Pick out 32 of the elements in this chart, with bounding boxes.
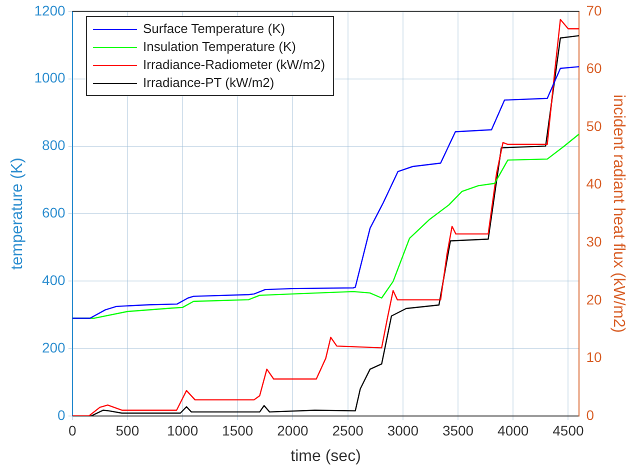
y2-tick-label: 10 bbox=[586, 349, 602, 366]
y-tick-label: 400 bbox=[42, 272, 66, 288]
x-tick-label: 3000 bbox=[387, 422, 419, 438]
x-axis-title: time (sec) bbox=[290, 448, 361, 465]
x-tick-label: 1000 bbox=[166, 422, 198, 438]
y2-tick-label: 0 bbox=[586, 406, 594, 423]
y-tick-label: 600 bbox=[42, 204, 66, 221]
x-tick-label: 4500 bbox=[552, 422, 584, 438]
x-tick-label: 2500 bbox=[332, 422, 364, 438]
y-tick-label: 0 bbox=[58, 406, 66, 423]
x-tick-label: 2000 bbox=[277, 422, 309, 438]
y2-tick-label: 50 bbox=[586, 118, 602, 134]
legend-label: Irradiance-Radiometer (kW/m2) bbox=[143, 56, 326, 74]
y-tick-label: 200 bbox=[42, 339, 66, 356]
y-tick-label: 800 bbox=[42, 137, 66, 154]
y2-axis-title: incident radiant heat flux (kW/m2) bbox=[610, 94, 627, 333]
x-tick-label: 4000 bbox=[498, 422, 529, 438]
y2-tick-label: 70 bbox=[586, 2, 602, 18]
legend-label: Surface Temperature (K) bbox=[143, 20, 286, 38]
y-tick-label: 1200 bbox=[34, 2, 66, 18]
y2-tick-label: 60 bbox=[586, 60, 602, 76]
x-tick-label: 500 bbox=[116, 422, 140, 438]
y-tick-label: 1000 bbox=[34, 70, 66, 86]
y2-tick-label: 30 bbox=[586, 233, 602, 250]
legend-label: Insulation Temperature (K) bbox=[143, 38, 296, 56]
x-tick-label: 1500 bbox=[222, 422, 254, 438]
y-axis-title: temperature (K) bbox=[9, 158, 26, 270]
x-tick-label: 3500 bbox=[442, 422, 474, 438]
x-tick-label: 0 bbox=[68, 422, 76, 438]
legend-label: Irradiance-PT (kW/m2) bbox=[143, 74, 274, 92]
y2-tick-label: 40 bbox=[586, 176, 602, 192]
y2-tick-label: 20 bbox=[586, 291, 602, 308]
